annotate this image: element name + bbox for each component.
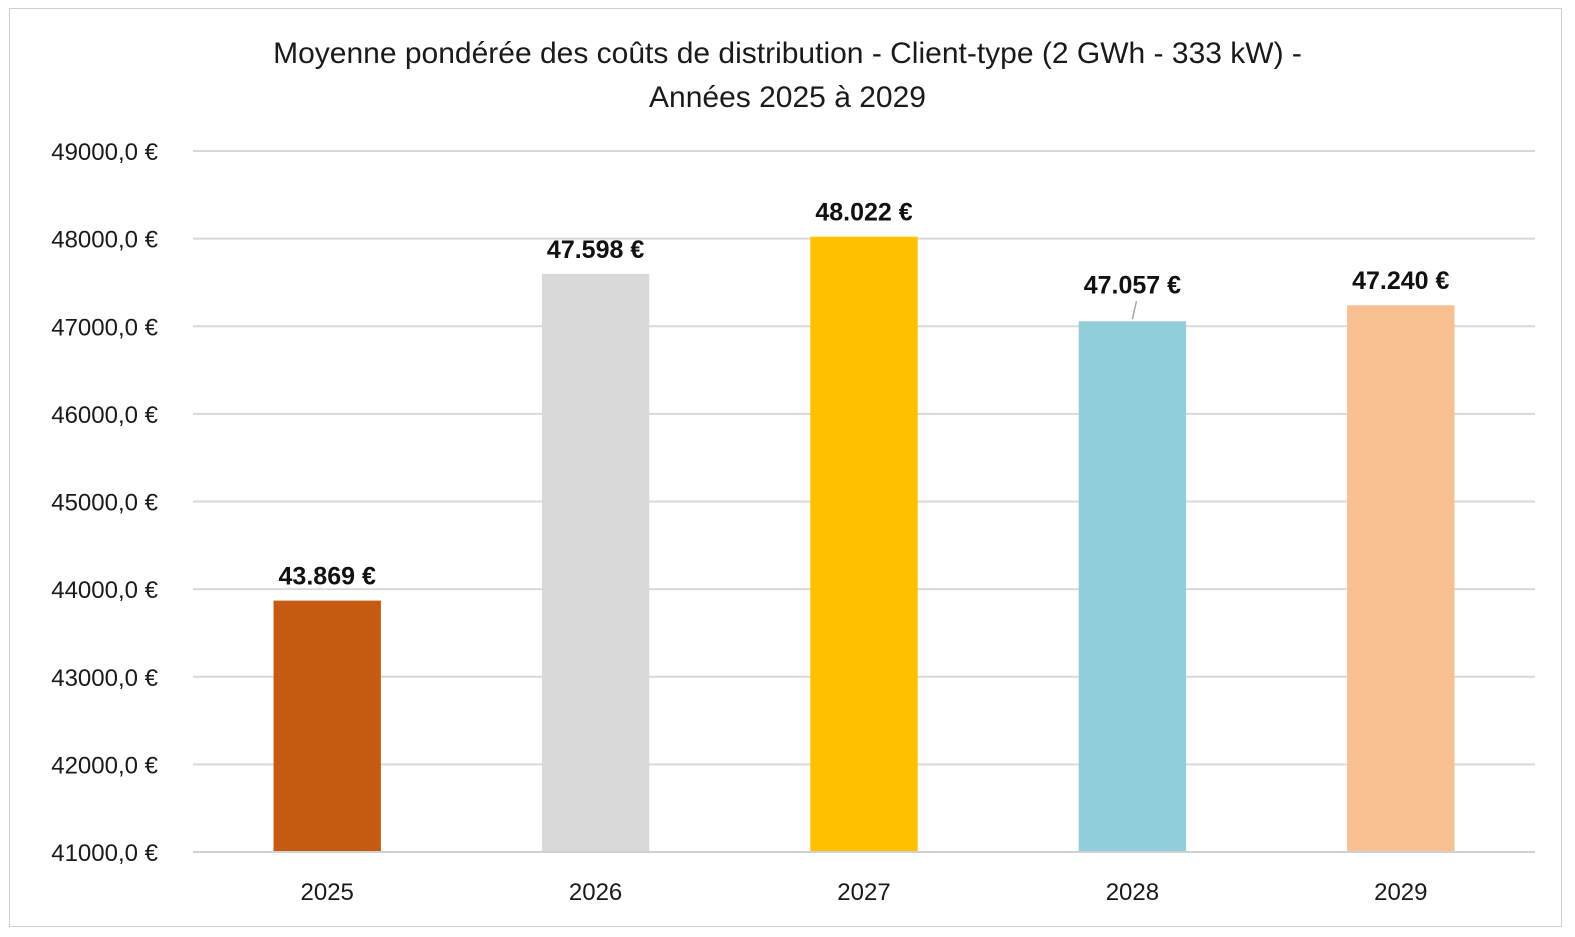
chart-title: Moyenne pondérée des coûts de distributi… — [0, 32, 1575, 120]
bar-2025 — [273, 600, 381, 852]
data-label-2026: 47.598 € — [547, 236, 644, 264]
x-tick-label-2025: 2025 — [301, 879, 354, 906]
chart-frame — [9, 8, 1562, 927]
y-tick-label: 42000,0 € — [51, 752, 158, 779]
y-tick-label: 45000,0 € — [51, 490, 158, 517]
bar-2026 — [541, 273, 650, 853]
chart-title-line-2: Années 2025 à 2029 — [649, 81, 926, 114]
y-tick-label: 43000,0 € — [51, 665, 158, 692]
x-tick-label-2027: 2027 — [837, 879, 890, 906]
data-label-2025: 43.869 € — [279, 563, 376, 591]
x-tick-label-2026: 2026 — [569, 879, 622, 906]
data-labels: 43.869 € 47.598 € 48.022 € 47.057 € 47.240 € — [279, 199, 1450, 591]
y-tick-label: 47000,0 € — [51, 314, 158, 341]
y-tick-label: 49000,0 € — [51, 139, 158, 166]
bar-2029 — [1347, 305, 1455, 853]
bars — [273, 236, 1455, 853]
chart-title-line-1: Moyenne pondérée des coûts de distributi… — [273, 37, 1302, 70]
y-tick-label: 41000,0 € — [51, 840, 158, 867]
x-axis: 2025 2026 2027 2028 2029 — [193, 851, 1535, 906]
bar-2028 — [1078, 321, 1187, 852]
y-tick-label: 46000,0 € — [51, 402, 158, 429]
x-tick-label-2028: 2028 — [1106, 879, 1159, 906]
data-label-2029: 47.240 € — [1352, 267, 1449, 295]
bar-2027 — [810, 236, 918, 852]
data-label-2028: 47.057 € — [1084, 271, 1181, 299]
y-tick-label: 44000,0 € — [51, 577, 158, 604]
data-label-2027: 48.022 € — [815, 199, 912, 227]
y-tick-label: 48000,0 € — [51, 227, 158, 254]
data-label-leader-line — [1131, 301, 1138, 320]
y-axis: 41000,0 € 42000,0 € 43000,0 € 44000,0 € 4500… — [51, 139, 158, 867]
x-tick-label-2029: 2029 — [1374, 879, 1427, 906]
